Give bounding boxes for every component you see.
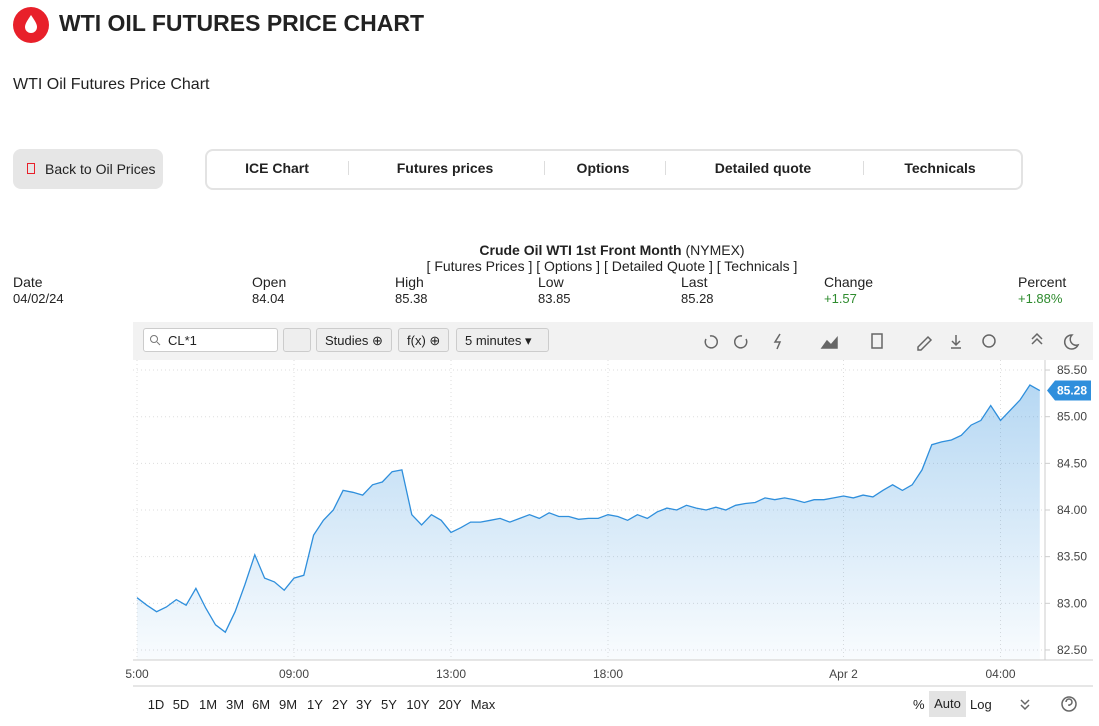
studies-label: Studies (325, 333, 369, 348)
separator (544, 161, 545, 175)
compare-button[interactable] (283, 328, 311, 352)
toolbar-icons[interactable] (700, 330, 1090, 352)
scale-option[interactable]: Auto (929, 691, 966, 717)
back-button[interactable]: Back to Oil Prices (13, 149, 163, 189)
price-tag (1047, 380, 1091, 401)
quote-name: Crude Oil WTI 1st Front Month (479, 242, 682, 258)
quote-label: Date (13, 274, 43, 290)
x-tick-label: 09:00 (279, 667, 309, 681)
range-button[interactable]: 1D (147, 697, 165, 712)
symbol: CL*1 (168, 333, 197, 348)
quote-value: 04/02/24 (13, 291, 64, 306)
fx-label: f(x) (407, 333, 426, 348)
separator (348, 161, 349, 175)
range-button[interactable]: 3M (225, 697, 245, 712)
logo (13, 7, 49, 43)
range-button[interactable]: 10Y (406, 697, 430, 712)
x-tick-label: Apr 2 (829, 667, 858, 681)
range-button[interactable]: 20Y (438, 697, 462, 712)
subtitle: WTI Oil Futures Price Chart (13, 76, 210, 93)
separator (665, 161, 666, 175)
quote-label: Low (538, 274, 564, 290)
range-button[interactable]: 3Y (356, 697, 372, 712)
tab[interactable]: ICE Chart (245, 160, 309, 176)
quote-value: 85.38 (395, 291, 428, 306)
range-button[interactable]: 6M (251, 697, 271, 712)
plot (136, 384, 1041, 660)
range-button[interactable]: 1M (198, 697, 218, 712)
quote-label: Change (824, 274, 874, 290)
range-button[interactable]: Max (470, 697, 496, 712)
fx-button[interactable]: f(x) ⊕ (398, 328, 450, 352)
page-title: WTI OIL FUTURES PRICE CHART (59, 10, 425, 36)
interval-button[interactable]: 5 minutes ▾ (456, 328, 549, 352)
quote-value: 83.85 (538, 291, 571, 306)
range-button[interactable]: 5Y (381, 697, 397, 712)
quote-label: High (395, 274, 424, 290)
quote-label: Percent (1018, 274, 1067, 290)
symbol-input[interactable]: CL*1 (143, 328, 278, 352)
scale-option[interactable]: Log (970, 697, 992, 712)
tab[interactable]: Technicals (904, 160, 976, 176)
quote-heading: Crude Oil WTI 1st Front Month (NYMEX) (479, 242, 744, 258)
x-tick-label: 5:00 (125, 667, 149, 681)
y-tick-label: 82.50 (1057, 643, 1087, 657)
quote-links[interactable]: [ Futures Prices ] [ Options ] [ Detaile… (426, 258, 798, 274)
range-button[interactable]: 9M (278, 697, 298, 712)
bottom-icons[interactable] (1010, 694, 1085, 714)
quote-label: Last (681, 274, 708, 290)
exchange: (NYMEX) (685, 242, 745, 258)
scale-option[interactable]: % (913, 697, 925, 712)
search-icon (150, 335, 161, 346)
quote-value: +1.57 (824, 291, 857, 306)
price-label: 85.28 (1057, 384, 1087, 398)
studies-button[interactable]: Studies ⊕ (316, 328, 392, 352)
y-tick-label: 84.00 (1057, 503, 1087, 517)
interval-label: 5 minutes (465, 333, 522, 348)
x-tick-label: 18:00 (593, 667, 623, 681)
range-button[interactable]: 5D (172, 697, 190, 712)
quote-label: Open (252, 274, 287, 290)
y-tick-label: 83.00 (1057, 596, 1087, 610)
quote-value: 85.28 (681, 291, 714, 306)
x-tick-label: 04:00 (985, 667, 1015, 681)
separator (863, 161, 864, 175)
quote-value: +1.88% (1018, 291, 1063, 306)
x-tick-label: 13:00 (436, 667, 466, 681)
range-button[interactable]: 2Y (332, 697, 348, 712)
tab-bar (205, 149, 1023, 190)
range-button[interactable]: 1Y (307, 697, 323, 712)
tab[interactable]: Detailed quote (714, 160, 812, 176)
tab[interactable]: Options (576, 160, 630, 176)
y-tick-label: 85.00 (1057, 410, 1087, 424)
y-tick-label: 83.50 (1057, 550, 1087, 564)
area (137, 385, 1040, 660)
y-tick-label: 85.50 (1057, 363, 1087, 377)
back-label: Back to Oil Prices (45, 161, 156, 177)
tab[interactable]: Futures prices (396, 160, 494, 176)
quote-value: 84.04 (252, 291, 285, 306)
y-tick-label: 84.50 (1057, 456, 1087, 470)
line (136, 384, 1041, 634)
